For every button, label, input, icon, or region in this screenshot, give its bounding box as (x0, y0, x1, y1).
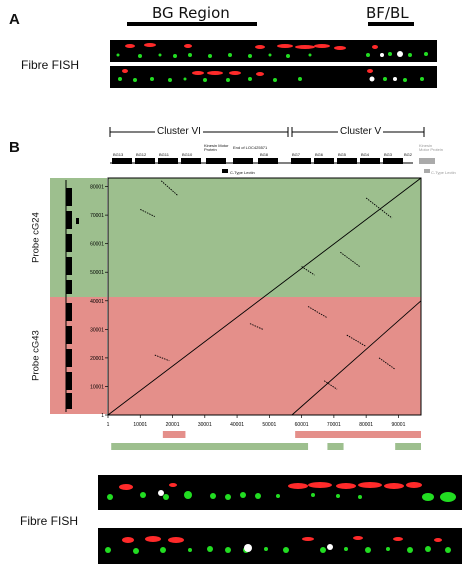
fragment-8 (323, 380, 338, 390)
x-tick-label-0: 1 (107, 422, 110, 428)
x-tick-label-7: 70001 (327, 422, 341, 428)
fragment-3 (301, 266, 315, 276)
fragment-9 (378, 357, 396, 370)
probe-cg24-label: Probe cG24 (30, 212, 42, 263)
y-tick-label-2: 20001 (90, 356, 104, 362)
region-bar-0 (162, 431, 186, 438)
x-tick-label-8: 80001 (359, 422, 373, 428)
region-bar-1 (295, 431, 421, 438)
cluster-vi-label: Cluster VI (155, 126, 203, 137)
bg-region-label: BG Region (152, 4, 230, 22)
gene-label-bg6: BG6 (315, 152, 324, 157)
gene-label-bg12: BG12 (136, 152, 147, 157)
plot-frame (107, 177, 422, 416)
fragment-2 (154, 354, 170, 362)
bg-region-bar (127, 22, 257, 26)
fragment-0 (160, 180, 178, 196)
probe-cg24-region (50, 178, 107, 297)
fish-strip-b-top (98, 475, 462, 510)
cluster-v-label: Cluster V (338, 126, 384, 137)
diagonal-0 (107, 177, 422, 416)
fragment-4 (340, 251, 360, 267)
region-bar-2 (111, 443, 309, 450)
x-tick-label-9: 90001 (391, 422, 405, 428)
fibre-fish-label-a: Fibre FISH (21, 58, 80, 72)
region-bar-4 (395, 443, 421, 450)
x-tick-label-3: 30001 (198, 422, 212, 428)
x-tick-label-1: 10001 (133, 422, 147, 428)
gene-label-kinesin-1: Kinesin Motor Protein (204, 143, 229, 152)
fish-strip-a-top (110, 40, 437, 62)
y-tick-label-0: 1 (101, 413, 104, 419)
dot-plot: 1 10001 20001 30001 40001 50001 60001 70001 8000… (90, 177, 422, 450)
gene-label-bg13: BG13 (113, 152, 124, 157)
x-tick-label-2: 20001 (166, 422, 180, 428)
gene-label-ctype-lectin-2: C-Type Lectin (431, 170, 456, 175)
gene-label-bg5: BG5 (338, 152, 347, 157)
fish-strip-b-bottom (98, 528, 462, 564)
x-tick-label-4: 40001 (230, 422, 244, 428)
y-tick-label-7: 70001 (90, 213, 104, 219)
bf-bl-bar (368, 22, 414, 26)
gene-label-bg11: BG11 (159, 152, 169, 157)
y-tick-label-8: 80001 (90, 185, 104, 191)
x-tick-label-5: 50001 (262, 422, 276, 428)
fish-strip-a-bottom (110, 66, 437, 88)
gene-label-bg8: BG8 (260, 152, 269, 157)
y-tick-label-3: 30001 (90, 327, 104, 333)
fibre-fish-label-b: Fibre FISH (20, 514, 79, 528)
probe-cg43-region (50, 297, 107, 414)
gene-label-end-of-loc: End of LOC425571 (233, 145, 268, 150)
panel-b-letter: B (9, 139, 20, 156)
gene-label-bg4: BG4 (361, 152, 370, 157)
plot-bg-red (108, 297, 421, 415)
bf-bl-label: BF/BL (366, 4, 409, 22)
probe-cg43-label: Probe cG43 (30, 330, 42, 381)
gene-track (110, 158, 435, 173)
gene-label-bg2: BG2 (404, 152, 413, 157)
fragment-1 (140, 209, 155, 217)
gene-label-bg3: BG3 (384, 152, 393, 157)
fragment-6 (307, 306, 328, 319)
y-tick-label-1: 10001 (90, 384, 104, 390)
probe-gene-track (65, 180, 79, 412)
y-tick-label-4: 40001 (90, 299, 104, 305)
y-tick-label-5: 50001 (90, 270, 104, 276)
region-bar-3 (327, 443, 344, 450)
diagonal-1 (291, 300, 422, 416)
gene-label-bg10: BG10 (182, 152, 193, 157)
gene-label-ctype-lectin-1: C-Type Lectin (230, 170, 255, 175)
y-tick-label-6: 60001 (90, 242, 104, 248)
x-tick-label-6: 60001 (295, 422, 309, 428)
fragment-7 (346, 334, 367, 347)
gene-label-bg7: BG7 (292, 152, 301, 157)
fragment-5 (365, 197, 393, 219)
plot-bg-green (108, 178, 421, 297)
panel-a-letter: A (9, 11, 20, 28)
gene-label-kinesin-2: Kinesin Motor Protein (419, 143, 444, 152)
